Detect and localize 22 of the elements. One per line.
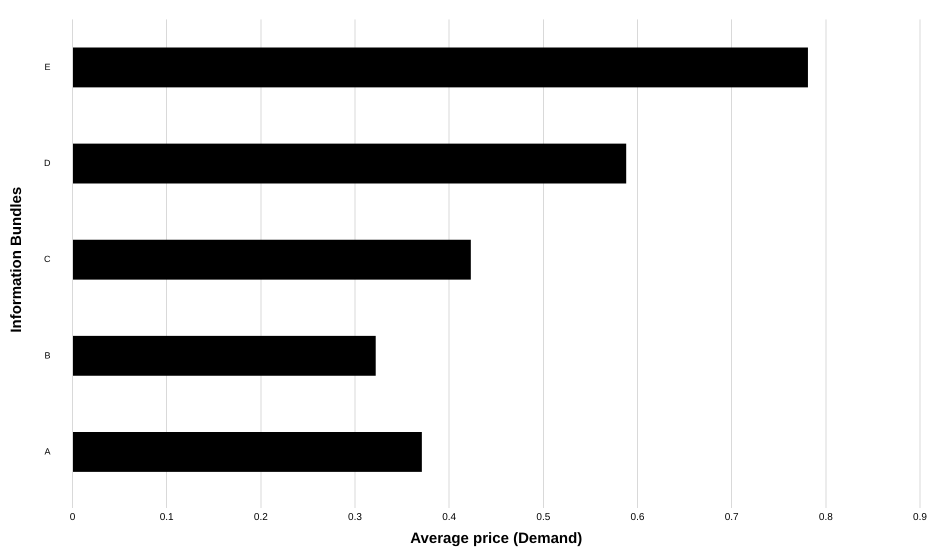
x-tick-label: 0.8: [818, 512, 834, 523]
x-tick-label: 0.1: [160, 512, 174, 523]
y-tick-label: D: [44, 158, 51, 168]
bar: [73, 144, 626, 184]
x-tick-label: 0.5: [536, 512, 551, 523]
x-tick-label: 0.4: [442, 512, 457, 523]
y-tick-label: A: [44, 446, 50, 456]
y-tick-label: E: [44, 62, 50, 72]
x-tick-label: 0.2: [254, 512, 268, 523]
bar: [73, 432, 422, 472]
y-axis-title: Information Bundles: [8, 186, 26, 333]
x-axis-title: Average price (Demand): [410, 530, 582, 548]
bar: [73, 336, 376, 376]
x-tick-label: 0: [70, 512, 76, 523]
y-tick-label: C: [44, 254, 51, 264]
x-tick-label: 0.7: [724, 512, 740, 523]
x-tick-label: 0.6: [630, 512, 645, 523]
bar: [73, 48, 808, 88]
x-tick-label: 0.3: [348, 512, 362, 523]
x-tick-label: 0.9: [913, 512, 928, 523]
y-tick-label: B: [44, 350, 50, 360]
bar: [73, 240, 471, 280]
